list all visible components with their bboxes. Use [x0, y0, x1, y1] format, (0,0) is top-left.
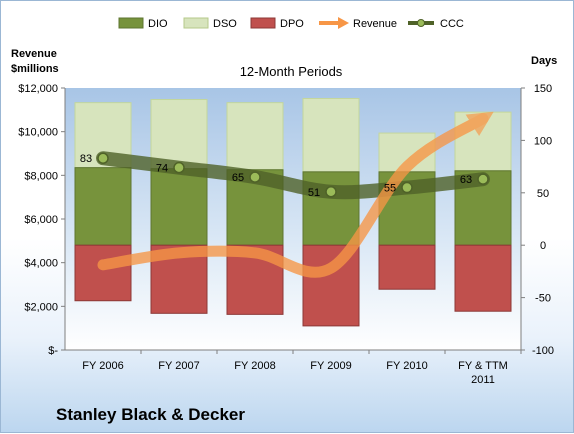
ccc-label-5: 63 [460, 174, 472, 186]
chart-title: 12-Month Periods [240, 64, 343, 79]
left-tick-label-5: $10,000 [18, 127, 58, 139]
left-tick-label-2: $4,000 [24, 258, 58, 270]
legend-label-dio: DIO [148, 18, 168, 30]
right-tick-label-2: 0 [540, 240, 546, 252]
left-tick-label-6: $12,000 [18, 83, 58, 95]
right-tick-label-1: -50 [535, 293, 551, 305]
ccc-label-0: 83 [80, 153, 92, 165]
legend: DIO DSO DPO Revenue CCC [118, 17, 464, 30]
legend-swatch-dso [183, 17, 209, 29]
axis-layer: $- $2,000 $4,000 $6,000 $8,000 $10,000 $12,000… [18, 83, 554, 386]
ccc-point-0 [97, 152, 109, 164]
legend-label-ccc: CCC [440, 18, 464, 30]
line-layer: 83 74 65 51 55 63 [80, 111, 494, 278]
ccc-point-3 [325, 186, 337, 198]
ccc-line [96, 151, 490, 200]
ccc-label-3: 51 [308, 187, 320, 199]
left-tick-label-0: $- [48, 345, 58, 357]
x-tick-label-1: FY 2007 [158, 360, 199, 372]
x-tick-label-4: FY 2010 [386, 360, 427, 372]
bar-dio-1 [150, 168, 208, 246]
legend-label-revenue: Revenue [353, 18, 397, 30]
revenue-line [97, 111, 494, 278]
bar-dpo-5 [454, 244, 512, 312]
right-tick-label-0: -100 [532, 345, 554, 357]
bar-dso-3 [302, 97, 360, 173]
bar-dso-2 [226, 102, 284, 171]
ccc-point-4 [401, 181, 413, 194]
left-tick-label-4: $8,000 [24, 170, 58, 182]
left-tick-label-3: $6,000 [24, 214, 58, 226]
bar-dpo-0 [74, 244, 132, 302]
plot-area [65, 88, 521, 350]
ccc-point-2 [249, 171, 261, 183]
right-axis-title: Days [531, 55, 557, 67]
legend-label-dso: DSO [213, 18, 237, 30]
bar-dso-1 [150, 99, 208, 170]
x-tick-label-3: FY 2009 [310, 360, 351, 372]
right-tick-label-5: 150 [534, 83, 552, 95]
bar-dpo-4 [378, 244, 436, 290]
company-name: Stanley Black & Decker [56, 405, 245, 424]
left-axis-title-line-1: Revenue [11, 48, 57, 60]
legend-swatch-dio [118, 17, 144, 29]
ccc-label-1: 74 [156, 163, 168, 175]
legend-label-dpo: DPO [280, 18, 304, 30]
legend-swatch-dpo [250, 17, 276, 29]
x-tick-label-0: FY 2006 [82, 360, 123, 372]
bar-dio-0 [74, 167, 132, 246]
right-tick-label-3: 50 [537, 188, 549, 200]
legend-marker-ccc [417, 19, 425, 27]
left-axis-title-line-2: $millions [11, 63, 59, 75]
ccc-point-5 [477, 173, 489, 185]
x-tick-label-5: FY & TTM 2011 [458, 360, 508, 386]
ccc-label-2: 65 [232, 172, 244, 184]
right-tick-label-4: 100 [534, 135, 552, 147]
left-tick-label-1: $2,000 [24, 301, 58, 313]
legend-arrowhead-revenue [338, 17, 349, 29]
ccc-point-1 [173, 161, 185, 174]
ccc-label-4: 55 [384, 183, 396, 195]
x-tick-label-2: FY 2008 [234, 360, 275, 372]
